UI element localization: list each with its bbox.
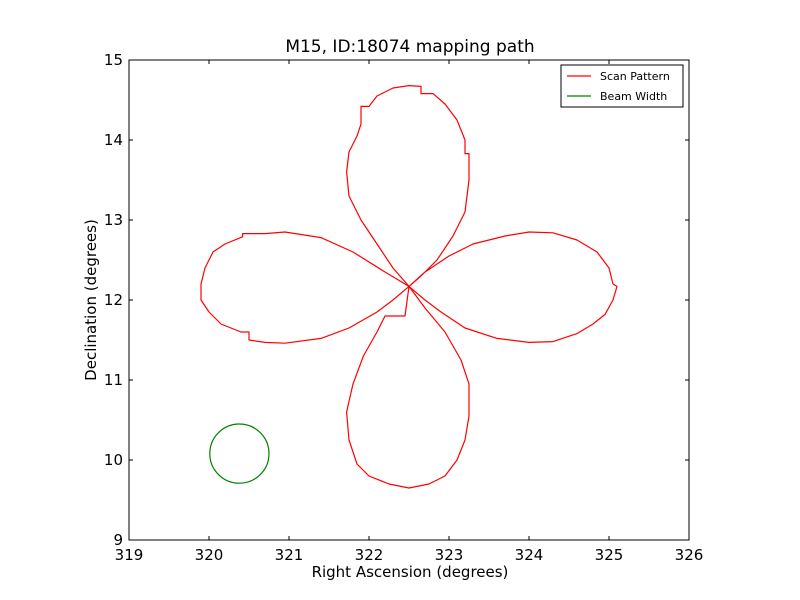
x-tick-label: 319 bbox=[115, 546, 144, 564]
y-tick-label: 13 bbox=[104, 211, 123, 229]
series-layer bbox=[200, 85, 618, 489]
legend: Scan Pattern Beam Width bbox=[560, 64, 684, 108]
x-tick-label: 321 bbox=[275, 546, 304, 564]
legend-box bbox=[560, 64, 684, 108]
beam-width-circle bbox=[209, 423, 270, 484]
x-tick-label: 323 bbox=[435, 546, 464, 564]
x-tick-label: 322 bbox=[355, 546, 384, 564]
y-tick-label: 9 bbox=[113, 531, 123, 549]
chart-title: M15, ID:18074 mapping path bbox=[285, 37, 534, 57]
y-tick-label: 10 bbox=[104, 451, 123, 469]
y-axis-label: Declination (degrees) bbox=[82, 219, 100, 381]
y-tick-label: 12 bbox=[104, 291, 123, 309]
x-axis-label: Right Ascension (degrees) bbox=[312, 563, 509, 581]
x-axis-ticks: 319 320 321 322 323 324 325 326 bbox=[115, 60, 704, 564]
legend-label-beam-width: Beam Width bbox=[600, 90, 667, 103]
x-tick-label: 324 bbox=[515, 546, 544, 564]
x-tick-label: 326 bbox=[675, 546, 704, 564]
legend-label-scan-pattern: Scan Pattern bbox=[600, 70, 670, 83]
y-tick-label: 15 bbox=[104, 51, 123, 69]
y-tick-label: 11 bbox=[104, 371, 123, 389]
y-tick-label: 14 bbox=[104, 131, 123, 149]
scan-pattern-line bbox=[200, 85, 618, 489]
y-axis-ticks: 9 10 11 12 13 14 15 bbox=[104, 51, 689, 549]
x-tick-label: 320 bbox=[195, 546, 224, 564]
x-tick-label: 325 bbox=[595, 546, 624, 564]
